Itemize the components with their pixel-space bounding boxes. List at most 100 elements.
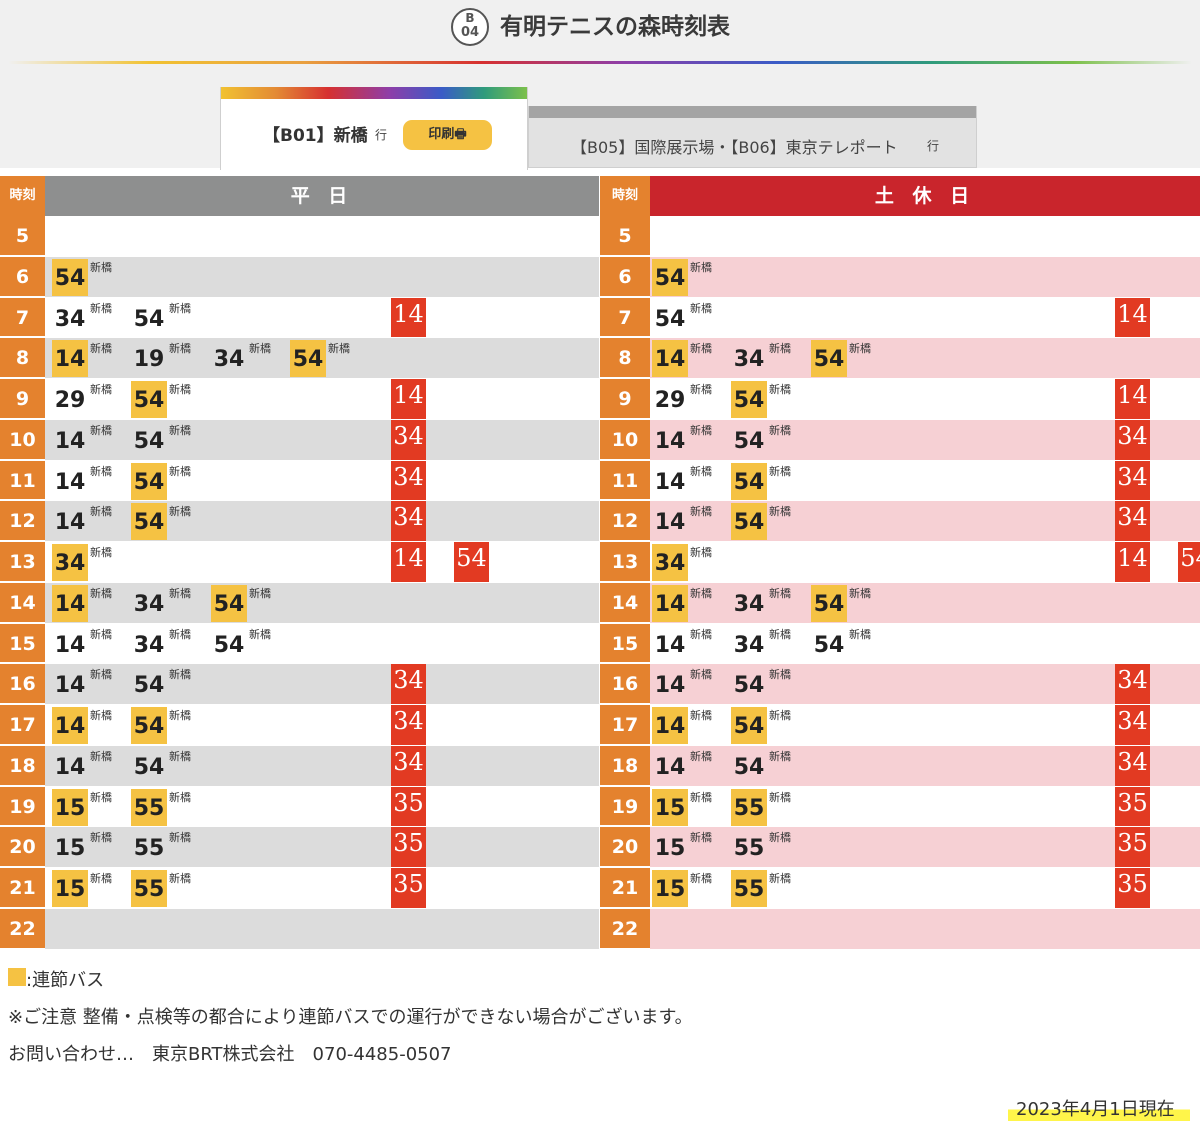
holiday-red-minute: 34 [1115, 501, 1150, 541]
tab-kokusai-tenjijo[interactable]: 【B05】国際展示場・【B06】東京テレポート 行 [528, 106, 977, 168]
holiday-red-minute: 35 [1115, 786, 1150, 827]
holiday-departure-destination: 新橋 [690, 546, 712, 559]
weekday-row-14 [45, 582, 599, 623]
holiday-departure-destination: 新橋 [769, 627, 791, 641]
tab-shimbashi[interactable]: 【B01】新橋 行 印刷🖶 [220, 87, 528, 170]
holiday-departure-destination: 新橋 [690, 260, 712, 274]
weekday-departure-destination: 新橋 [169, 790, 191, 804]
holiday-departure-minute: 14 [654, 632, 686, 658]
holiday-departure-destination: 新橋 [690, 505, 712, 519]
holiday-hour-9: 9 [600, 379, 650, 419]
holiday-departure-minute: 54 [733, 673, 765, 699]
weekday-departure-minute: 34 [54, 306, 86, 332]
weekday-departure-destination: 新橋 [90, 709, 112, 722]
holiday-hour-18: 18 [600, 745, 650, 786]
weekday-row-20 [45, 827, 599, 867]
weekday-hour-21: 21 [0, 868, 45, 908]
holiday-departure-destination: 新橋 [769, 790, 791, 804]
holiday-departure-minute: 14 [654, 673, 686, 699]
weekday-departure-destination: 新橋 [90, 505, 112, 519]
weekday-hour-20: 20 [0, 827, 45, 867]
weekday-departure-destination: 新橋 [169, 627, 191, 641]
tab-shimbashi-label: 【B01】新橋 [263, 126, 368, 146]
weekday-red-minute: 35 [391, 786, 426, 827]
holiday-red-minute: 34 [1115, 745, 1150, 786]
holiday-departure-minute: 29 [654, 388, 686, 413]
holiday-departure-minute: 14 [654, 469, 686, 495]
holiday-row-20 [650, 827, 1200, 867]
weekday-hour-19: 19 [0, 786, 45, 827]
weekday-hour-12: 12 [0, 501, 45, 541]
station-number: 04 [460, 25, 480, 40]
weekday-hour-15: 15 [0, 623, 45, 664]
holiday-departure-destination: 新橋 [769, 709, 791, 722]
weekday-departure-minute: 14 [54, 510, 86, 536]
weekday-hour-6: 6 [0, 256, 45, 297]
holiday-departure-minute: 15 [654, 836, 686, 862]
weekday-header: 平 日 [45, 176, 599, 216]
tab-active-color-bar [221, 87, 527, 99]
holiday-hour-12: 12 [600, 501, 650, 541]
holiday-departure-destination: 新橋 [769, 383, 791, 396]
weekday-departure-minute: 29 [54, 388, 86, 413]
weekday-departure-minute: 14 [54, 754, 86, 780]
weekday-departure-destination: 新橋 [169, 342, 191, 356]
holiday-departure-minute: 54 [733, 754, 765, 780]
holiday-departure-minute: 14 [654, 754, 686, 780]
weekday-departure-destination: 新橋 [90, 668, 112, 682]
weekday-departure-minute: 55 [131, 870, 167, 907]
weekday-departure-minute: 19 [133, 347, 165, 373]
print-button[interactable]: 印刷🖶 [403, 120, 492, 150]
weekday-departure-minute: 55 [133, 836, 165, 862]
holiday-red-minute: 14 [1115, 297, 1150, 338]
holiday-hour-19: 19 [600, 786, 650, 827]
weekday-departure-minute: 15 [52, 788, 88, 826]
holiday-row-10 [650, 419, 1200, 460]
weekday-row-6 [45, 256, 599, 297]
weekday-departure-destination: 新橋 [249, 627, 271, 641]
weekday-departure-destination: 新橋 [169, 301, 191, 315]
page-header: B 04 有明テニスの森時刻表 【B01】新橋 行 印刷🖶 【B05】国際展示場… [0, 0, 1200, 170]
weekday-departure-minute: 15 [54, 836, 86, 862]
weekday-hour-9: 9 [0, 379, 45, 419]
weekday-departure-destination: 新橋 [90, 790, 112, 804]
holiday-departure-minute: 55 [731, 870, 767, 907]
holiday-departure-destination: 新橋 [849, 627, 871, 641]
holiday-row-22 [650, 908, 1200, 949]
weekday-hour-16: 16 [0, 664, 45, 704]
articulated-bus-legend: :連節バス [26, 970, 105, 991]
weekday-row-15 [45, 623, 599, 664]
weekday-departure-minute: 34 [213, 347, 245, 373]
holiday-hour-10: 10 [600, 419, 650, 460]
holiday-departure-destination: 新橋 [769, 505, 791, 519]
holiday-departure-destination: 新橋 [769, 749, 791, 763]
weekday-departure-destination: 新橋 [90, 872, 112, 885]
holiday-departure-minute: 14 [652, 584, 688, 622]
tab-kokusai-tenjijo-suffix: 行 [927, 139, 940, 153]
weekday-departure-minute: 54 [133, 428, 165, 454]
weekday-departure-destination: 新橋 [90, 831, 112, 845]
holiday-departure-minute: 14 [654, 428, 686, 454]
holiday-red-minute: 35 [1115, 827, 1150, 867]
weekday-departure-minute: 34 [133, 591, 165, 617]
weekday-departure-minute: 14 [54, 673, 86, 699]
holiday-departure-destination: 新橋 [690, 342, 712, 356]
holiday-red-minute: 54 [1178, 542, 1200, 582]
weekday-departure-minute: 54 [131, 381, 167, 418]
holiday-departure-minute: 54 [654, 306, 686, 332]
holiday-departure-minute: 34 [652, 544, 688, 581]
holiday-red-minute: 34 [1115, 705, 1150, 745]
holiday-hour-5: 5 [600, 216, 650, 256]
weekday-departure-destination: 新橋 [90, 383, 112, 396]
holiday-departure-destination: 新橋 [690, 464, 712, 478]
weekday-departure-destination: 新橋 [169, 831, 191, 845]
holiday-departure-minute: 54 [652, 258, 688, 296]
station-number-badge: B 04 [451, 8, 489, 46]
holiday-departure-minute: 34 [733, 591, 765, 617]
weekday-departure-destination: 新橋 [90, 260, 112, 274]
weekday-departure-destination: 新橋 [90, 464, 112, 478]
weekday-departure-minute: 54 [131, 503, 167, 541]
weekday-departure-minute: 55 [131, 788, 167, 826]
holiday-departure-destination: 新橋 [769, 464, 791, 478]
holiday-departure-minute: 54 [731, 462, 767, 500]
